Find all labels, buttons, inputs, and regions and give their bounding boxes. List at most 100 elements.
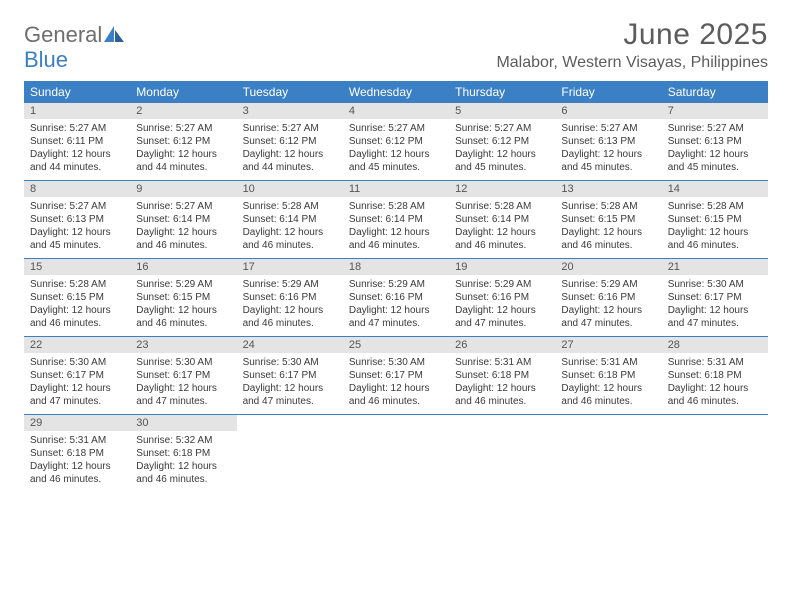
- calendar-day-cell: [449, 415, 555, 492]
- day-details: Sunrise: 5:27 AMSunset: 6:13 PMDaylight:…: [24, 197, 130, 258]
- day-details: Sunrise: 5:30 AMSunset: 6:17 PMDaylight:…: [237, 353, 343, 414]
- sunrise-line: Sunrise: 5:29 AM: [561, 278, 655, 291]
- calendar-day-cell: 19Sunrise: 5:29 AMSunset: 6:16 PMDayligh…: [449, 259, 555, 336]
- calendar-day-cell: [237, 415, 343, 492]
- day-number: 22: [24, 337, 130, 353]
- sunrise-line: Sunrise: 5:27 AM: [668, 122, 762, 135]
- day-details: Sunrise: 5:30 AMSunset: 6:17 PMDaylight:…: [24, 353, 130, 414]
- day-details: Sunrise: 5:27 AMSunset: 6:13 PMDaylight:…: [555, 119, 661, 180]
- day-number: [449, 415, 555, 431]
- calendar-day-cell: 3Sunrise: 5:27 AMSunset: 6:12 PMDaylight…: [237, 103, 343, 180]
- title-block: June 2025 Malabor, Western Visayas, Phil…: [496, 18, 768, 72]
- calendar-day-cell: [555, 415, 661, 492]
- sunset-line: Sunset: 6:17 PM: [136, 369, 230, 382]
- calendar-week-row: 1Sunrise: 5:27 AMSunset: 6:11 PMDaylight…: [24, 103, 768, 181]
- day-number: 4: [343, 103, 449, 119]
- calendar-day-cell: 22Sunrise: 5:30 AMSunset: 6:17 PMDayligh…: [24, 337, 130, 414]
- sunset-line: Sunset: 6:12 PM: [243, 135, 337, 148]
- daylight-line: Daylight: 12 hours and 44 minutes.: [30, 148, 124, 174]
- weekday-header: Monday: [130, 81, 236, 103]
- day-number: 28: [662, 337, 768, 353]
- sunset-line: Sunset: 6:14 PM: [349, 213, 443, 226]
- day-details: Sunrise: 5:27 AMSunset: 6:12 PMDaylight:…: [449, 119, 555, 180]
- sunset-line: Sunset: 6:18 PM: [668, 369, 762, 382]
- sunrise-line: Sunrise: 5:28 AM: [455, 200, 549, 213]
- daylight-line: Daylight: 12 hours and 45 minutes.: [349, 148, 443, 174]
- daylight-line: Daylight: 12 hours and 46 minutes.: [243, 226, 337, 252]
- day-number: 14: [662, 181, 768, 197]
- daylight-line: Daylight: 12 hours and 46 minutes.: [243, 304, 337, 330]
- sunset-line: Sunset: 6:15 PM: [561, 213, 655, 226]
- daylight-line: Daylight: 12 hours and 47 minutes.: [668, 304, 762, 330]
- daylight-line: Daylight: 12 hours and 46 minutes.: [30, 304, 124, 330]
- day-number: 17: [237, 259, 343, 275]
- day-details: Sunrise: 5:27 AMSunset: 6:13 PMDaylight:…: [662, 119, 768, 180]
- sunset-line: Sunset: 6:18 PM: [136, 447, 230, 460]
- day-number: 27: [555, 337, 661, 353]
- day-number: 1: [24, 103, 130, 119]
- calendar-day-cell: 18Sunrise: 5:29 AMSunset: 6:16 PMDayligh…: [343, 259, 449, 336]
- sunrise-line: Sunrise: 5:31 AM: [455, 356, 549, 369]
- sunset-line: Sunset: 6:17 PM: [668, 291, 762, 304]
- day-details: Sunrise: 5:29 AMSunset: 6:16 PMDaylight:…: [343, 275, 449, 336]
- page-header: General Blue June 2025 Malabor, Western …: [24, 18, 768, 73]
- daylight-line: Daylight: 12 hours and 46 minutes.: [668, 382, 762, 408]
- sunrise-line: Sunrise: 5:30 AM: [349, 356, 443, 369]
- sunrise-line: Sunrise: 5:28 AM: [561, 200, 655, 213]
- sunrise-line: Sunrise: 5:30 AM: [30, 356, 124, 369]
- day-number: [343, 415, 449, 431]
- day-number: 26: [449, 337, 555, 353]
- sunset-line: Sunset: 6:15 PM: [668, 213, 762, 226]
- sunset-line: Sunset: 6:16 PM: [243, 291, 337, 304]
- day-number: [237, 415, 343, 431]
- daylight-line: Daylight: 12 hours and 47 minutes.: [243, 382, 337, 408]
- daylight-line: Daylight: 12 hours and 47 minutes.: [349, 304, 443, 330]
- day-number: 3: [237, 103, 343, 119]
- sunrise-line: Sunrise: 5:28 AM: [349, 200, 443, 213]
- sunrise-line: Sunrise: 5:27 AM: [30, 122, 124, 135]
- daylight-line: Daylight: 12 hours and 46 minutes.: [30, 460, 124, 486]
- daylight-line: Daylight: 12 hours and 46 minutes.: [668, 226, 762, 252]
- sunset-line: Sunset: 6:15 PM: [136, 291, 230, 304]
- calendar-grid: SundayMondayTuesdayWednesdayThursdayFrid…: [24, 81, 768, 492]
- daylight-line: Daylight: 12 hours and 45 minutes.: [561, 148, 655, 174]
- sunrise-line: Sunrise: 5:29 AM: [455, 278, 549, 291]
- day-number: 11: [343, 181, 449, 197]
- sunset-line: Sunset: 6:17 PM: [30, 369, 124, 382]
- sunrise-line: Sunrise: 5:32 AM: [136, 434, 230, 447]
- sunset-line: Sunset: 6:17 PM: [243, 369, 337, 382]
- sunrise-line: Sunrise: 5:28 AM: [668, 200, 762, 213]
- day-details: Sunrise: 5:29 AMSunset: 6:16 PMDaylight:…: [237, 275, 343, 336]
- calendar-day-cell: 20Sunrise: 5:29 AMSunset: 6:16 PMDayligh…: [555, 259, 661, 336]
- calendar-day-cell: 24Sunrise: 5:30 AMSunset: 6:17 PMDayligh…: [237, 337, 343, 414]
- daylight-line: Daylight: 12 hours and 44 minutes.: [136, 148, 230, 174]
- daylight-line: Daylight: 12 hours and 46 minutes.: [455, 382, 549, 408]
- calendar-day-cell: 1Sunrise: 5:27 AMSunset: 6:11 PMDaylight…: [24, 103, 130, 180]
- sunset-line: Sunset: 6:12 PM: [349, 135, 443, 148]
- location-subtitle: Malabor, Western Visayas, Philippines: [496, 54, 768, 72]
- daylight-line: Daylight: 12 hours and 46 minutes.: [455, 226, 549, 252]
- sunrise-line: Sunrise: 5:27 AM: [136, 122, 230, 135]
- sunset-line: Sunset: 6:12 PM: [455, 135, 549, 148]
- month-title: June 2025: [496, 18, 768, 52]
- calendar-day-cell: 28Sunrise: 5:31 AMSunset: 6:18 PMDayligh…: [662, 337, 768, 414]
- sunset-line: Sunset: 6:13 PM: [30, 213, 124, 226]
- daylight-line: Daylight: 12 hours and 47 minutes.: [136, 382, 230, 408]
- sunrise-line: Sunrise: 5:30 AM: [136, 356, 230, 369]
- calendar-body: 1Sunrise: 5:27 AMSunset: 6:11 PMDaylight…: [24, 103, 768, 492]
- sunrise-line: Sunrise: 5:28 AM: [243, 200, 337, 213]
- daylight-line: Daylight: 12 hours and 46 minutes.: [349, 382, 443, 408]
- sunset-line: Sunset: 6:13 PM: [668, 135, 762, 148]
- day-number: 23: [130, 337, 236, 353]
- calendar-week-row: 22Sunrise: 5:30 AMSunset: 6:17 PMDayligh…: [24, 337, 768, 415]
- day-details: Sunrise: 5:30 AMSunset: 6:17 PMDaylight:…: [662, 275, 768, 336]
- day-number: 10: [237, 181, 343, 197]
- day-number: 12: [449, 181, 555, 197]
- calendar-day-cell: [662, 415, 768, 492]
- day-details: Sunrise: 5:31 AMSunset: 6:18 PMDaylight:…: [662, 353, 768, 414]
- sunrise-line: Sunrise: 5:30 AM: [243, 356, 337, 369]
- day-number: 18: [343, 259, 449, 275]
- day-number: 16: [130, 259, 236, 275]
- calendar-day-cell: 26Sunrise: 5:31 AMSunset: 6:18 PMDayligh…: [449, 337, 555, 414]
- sunrise-line: Sunrise: 5:27 AM: [455, 122, 549, 135]
